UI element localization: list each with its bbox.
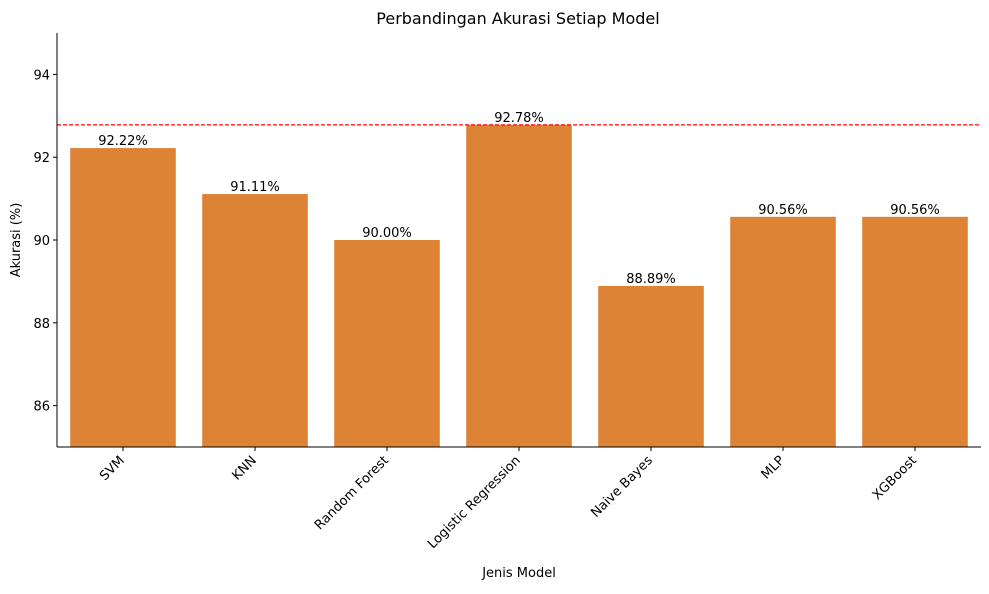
bar-knn [202,194,308,447]
data-label: 88.89% [626,272,676,287]
bar-random-forest [334,240,440,447]
x-tick-label: SVM [97,453,128,484]
x-tick-label: KNN [229,453,259,483]
data-label: 90.00% [362,226,412,241]
data-label: 92.78% [494,111,544,126]
bar-naive-bayes [598,285,704,447]
bar-logistic-regression [466,124,572,448]
bar-mlp [730,216,836,447]
bar-xgboost [862,216,968,447]
x-axis-label: Jenis Model [481,566,556,581]
data-label: 91.11% [230,180,280,195]
data-labels-group: 92.22% 91.11% 90.00% 92.78% 88.89% 90.56% 90.5… [98,111,940,287]
bars-group [70,124,968,448]
x-axis: SVM KNN Random Forest Logistic Regression Na… [57,446,981,552]
y-tick-label: 86 [33,400,50,415]
data-label: 92.22% [98,134,148,149]
data-label: 90.56% [758,203,808,218]
y-axis: 86 88 90 92 94 [33,33,58,447]
data-label: 90.56% [890,203,940,218]
y-tick-label: 94 [33,68,50,83]
bar-svm [70,148,176,448]
x-tick-label: Random Forest [312,453,392,533]
y-tick-label: 90 [33,234,50,249]
x-tick-label: XGBoost [870,453,920,503]
y-axis-label: Akurasi (%) [9,203,24,278]
y-tick-label: 88 [33,317,50,332]
y-tick-label: 92 [33,151,50,166]
chart-title: Perbandingan Akurasi Setiap Model [376,9,659,28]
x-tick-label: MLP [759,453,788,482]
x-tick-label: Logistic Regression [425,453,524,552]
x-tick-label: Naive Bayes [588,453,656,521]
